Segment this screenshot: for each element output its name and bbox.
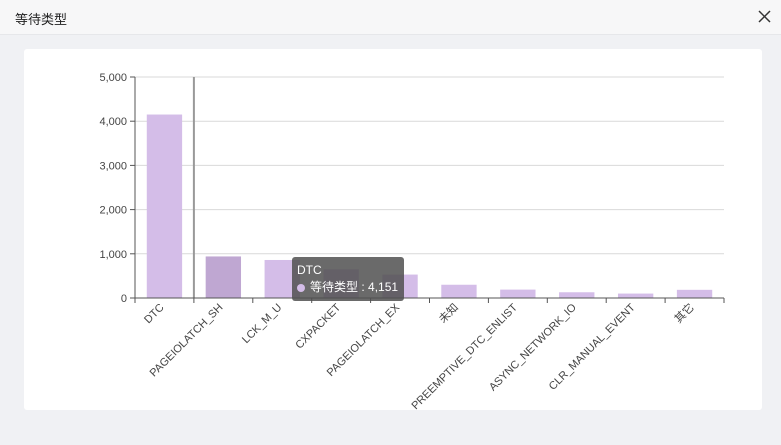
x-tick-label: PREEMPTIVE_DTC_ENLIST: [409, 301, 520, 410]
tooltip-value: 4,151: [368, 280, 399, 294]
tooltip-series-name: 等待类型: [310, 280, 359, 294]
bar-1: [205, 256, 242, 298]
x-tick-label: CXPACKET: [293, 301, 343, 351]
series-marker-icon: [297, 283, 305, 292]
bar-6: [500, 289, 536, 298]
x-tick-label: 未知: [436, 300, 461, 325]
y-tick-label: 0: [121, 293, 127, 305]
x-tick-label: LCK_M_U: [240, 302, 284, 346]
bar-5: [441, 284, 477, 298]
y-tick-label: 1,000: [99, 249, 127, 261]
y-tick-label: 4,000: [99, 116, 127, 128]
y-tick-label: 5,000: [99, 72, 127, 84]
tooltip-separator: :: [358, 280, 369, 294]
x-tick-label: 其它: [671, 300, 696, 325]
bar-0: [146, 114, 183, 298]
bar-chart: 01,0002,0003,0004,0005,000DTCPAGEIOLATCH…: [99, 72, 725, 410]
chart-card: 0 1,000 2,000 3,000 4,000 5,000 DTC PAGEIOLATCH…: [24, 49, 762, 410]
chart-tooltip: DTC 等待类型 : 4,151: [292, 257, 405, 301]
tooltip-row: 等待类型 : 4,151: [297, 279, 398, 296]
bar-8: [617, 293, 654, 298]
dialog-title: 等待类型: [15, 12, 68, 27]
dialog-title-bar: 等待类型: [0, 0, 781, 35]
bar-7: [559, 292, 595, 298]
y-tick-label: 3,000: [99, 160, 127, 172]
bar-9: [676, 289, 713, 298]
x-tick-label: DTC: [142, 302, 167, 327]
close-icon[interactable]: [756, 8, 773, 25]
tooltip-title: DTC: [297, 263, 322, 277]
y-tick-label: 2,000: [99, 205, 127, 217]
